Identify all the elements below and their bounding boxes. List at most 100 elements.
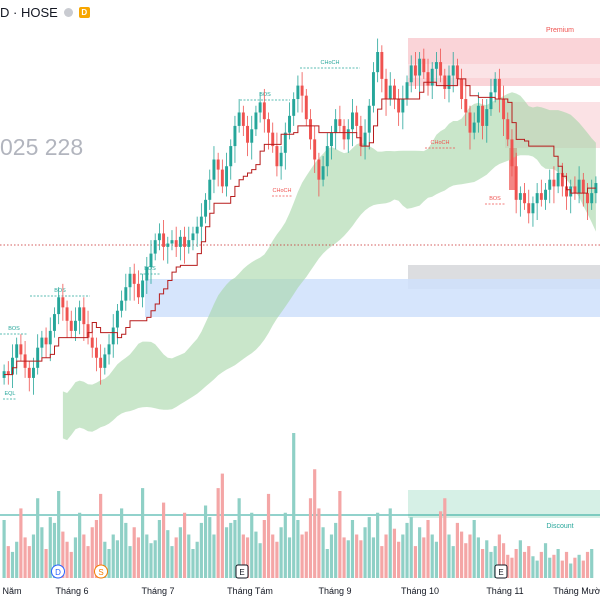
volume-bar (527, 546, 531, 578)
candle (497, 68, 501, 113)
volume-bar (124, 522, 128, 578)
volume-bar (145, 534, 149, 578)
candle (204, 193, 208, 224)
candle (330, 125, 333, 160)
volume-bar (380, 546, 384, 578)
candle (350, 99, 354, 147)
volume-bar (141, 488, 145, 578)
volume-bar (346, 540, 350, 578)
volume-bar (57, 491, 61, 578)
timeframe-badge[interactable]: D (78, 6, 90, 18)
volume-bar (476, 537, 480, 578)
volume-bar (258, 543, 262, 578)
volume-bar (10, 551, 15, 578)
volume-bar (292, 433, 296, 578)
volume-bar (350, 520, 355, 578)
candle (334, 109, 338, 150)
volume-bar (266, 493, 271, 578)
symbol-title: D · HOSE (0, 4, 58, 20)
candle (107, 334, 111, 365)
candle (191, 226, 195, 251)
candle (69, 310, 73, 338)
volume-bar (585, 551, 590, 578)
volume-bar (90, 527, 94, 578)
volume-bar (182, 512, 187, 578)
candle (472, 112, 476, 140)
volume-bar (434, 541, 439, 578)
candle (418, 52, 422, 93)
candle (422, 48, 426, 79)
candle (556, 166, 560, 194)
volume-bar (489, 551, 493, 578)
candle (544, 183, 548, 210)
structure-label: BOS (8, 326, 20, 332)
candle (271, 122, 275, 153)
volume-bar (19, 508, 23, 578)
candle (460, 68, 464, 110)
candle (371, 62, 375, 113)
volume-bar (480, 549, 485, 578)
candle (15, 337, 19, 375)
candle (481, 99, 485, 140)
candle (32, 357, 35, 395)
volume-bar (161, 502, 166, 578)
volume-bar (376, 512, 380, 578)
candle (367, 99, 371, 150)
candle (199, 203, 203, 244)
volume-bar (52, 522, 57, 578)
dividend-marker: D (51, 564, 65, 579)
split-marker: S (94, 564, 108, 579)
volume-bar (388, 508, 392, 578)
volume-bar (514, 549, 518, 578)
candle (124, 273, 128, 311)
candle (153, 233, 157, 261)
candle (275, 132, 279, 177)
symbol-header[interactable]: D · HOSE D (0, 4, 90, 20)
earnings-marker: E (494, 564, 508, 579)
volume-bar (539, 551, 543, 578)
candle (296, 75, 300, 113)
candle (573, 176, 577, 200)
discount-label: Discount (546, 523, 573, 530)
volume-bar (573, 557, 577, 578)
volume-bar (564, 551, 569, 578)
volume-bar (384, 534, 388, 578)
volume-bar (522, 551, 527, 578)
candle (346, 119, 350, 153)
candle (65, 300, 69, 338)
candle (166, 236, 170, 264)
volume-bar (459, 531, 464, 578)
volume-bar (397, 541, 401, 578)
volume-bar (94, 520, 99, 578)
candle (94, 337, 98, 372)
volume-bar (304, 531, 308, 578)
volume-bar (65, 541, 69, 578)
volume-bar (363, 527, 367, 578)
candle (292, 92, 296, 126)
x-axis-label: Tháng Tám (227, 586, 273, 596)
volume-bar (195, 541, 199, 578)
candle (141, 273, 145, 308)
candle (283, 122, 287, 170)
volume-bar (464, 543, 468, 578)
structure-label: BOS (489, 196, 501, 202)
candles[interactable] (2, 38, 598, 395)
price-watermark: 025 228 (0, 134, 84, 160)
volume-bar (40, 527, 44, 578)
candle (439, 48, 443, 83)
candle (44, 327, 48, 358)
volume-bar (422, 537, 426, 578)
structure-label: CHoCH (273, 188, 292, 194)
volume-bar (132, 527, 136, 578)
volume-bar (405, 522, 409, 578)
volume-bar (548, 557, 552, 578)
candle (313, 125, 317, 173)
volume-bar (493, 546, 497, 578)
candle (518, 186, 522, 217)
candle (577, 166, 581, 204)
volume-bar (120, 508, 124, 578)
volume-bar (497, 534, 501, 578)
volume-bar (367, 517, 371, 578)
volume-bar (166, 530, 170, 578)
